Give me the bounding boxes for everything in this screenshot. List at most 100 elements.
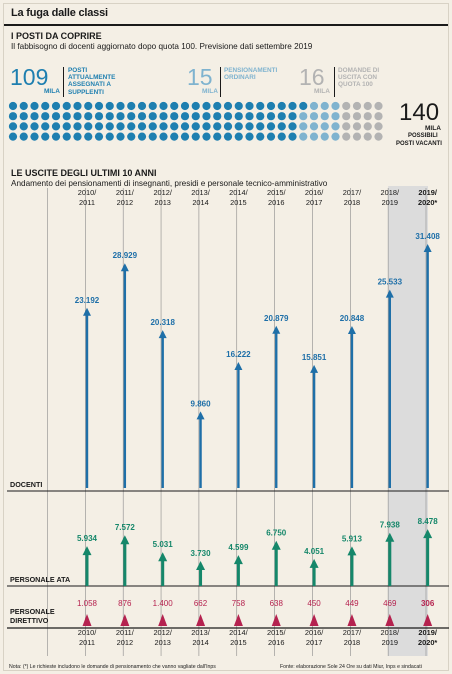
dot bbox=[170, 132, 179, 141]
dot bbox=[309, 101, 319, 111]
bar-head bbox=[347, 614, 357, 626]
bar-shaft bbox=[388, 541, 392, 586]
dot bbox=[374, 132, 383, 141]
dot bbox=[105, 101, 114, 111]
category-label: 2019/2020* bbox=[418, 628, 437, 647]
bar-shaft bbox=[275, 333, 278, 488]
dot bbox=[299, 112, 308, 121]
bar-value-label: 9.860 bbox=[191, 399, 212, 408]
dot bbox=[363, 112, 372, 121]
dot bbox=[288, 101, 297, 111]
category-label: 2014/2015 bbox=[229, 628, 248, 647]
bar-value-label: 23.192 bbox=[75, 296, 100, 305]
dot bbox=[363, 101, 372, 111]
dot bbox=[30, 132, 39, 141]
category-label: 2011/2012 bbox=[116, 188, 135, 207]
dot bbox=[277, 122, 286, 131]
bar-value-label: 20.879 bbox=[264, 314, 289, 323]
dot bbox=[8, 112, 18, 121]
dot bbox=[234, 122, 243, 131]
dot bbox=[234, 132, 243, 141]
dot bbox=[19, 101, 28, 111]
dot bbox=[256, 132, 265, 141]
bar-head bbox=[271, 540, 281, 550]
bar-shaft bbox=[123, 270, 127, 488]
dot bbox=[170, 112, 179, 121]
bar-value-label: 7.572 bbox=[115, 523, 136, 532]
dot bbox=[277, 101, 286, 111]
bar-value-label: 20.848 bbox=[340, 314, 365, 323]
dot bbox=[223, 101, 233, 111]
bar-head bbox=[385, 614, 395, 626]
dot bbox=[127, 122, 136, 131]
dot bbox=[180, 101, 190, 111]
value-ordinari: 15 bbox=[187, 64, 213, 90]
dot bbox=[363, 132, 372, 141]
bar-head bbox=[423, 614, 433, 626]
dot bbox=[73, 122, 82, 131]
dot bbox=[309, 122, 319, 131]
bar-head bbox=[423, 529, 433, 539]
bar-head bbox=[196, 411, 205, 420]
dot bbox=[299, 101, 308, 111]
dot bbox=[159, 101, 168, 111]
bar-shaft bbox=[161, 560, 165, 586]
dot bbox=[213, 112, 222, 121]
bar-value-label: 449 bbox=[345, 599, 359, 608]
category-label: 2013/2014 bbox=[191, 628, 210, 647]
dot bbox=[84, 122, 93, 131]
category-label: 2012/2013 bbox=[153, 628, 172, 647]
dot bbox=[202, 132, 211, 141]
footnote: Nota: (*) Le richieste includono le doma… bbox=[9, 664, 216, 670]
dot bbox=[352, 132, 362, 141]
category-label: 2015/2016 bbox=[267, 628, 286, 647]
dot bbox=[41, 101, 50, 111]
unit-total: MILA bbox=[425, 125, 441, 132]
dot bbox=[342, 122, 351, 131]
dot bbox=[170, 122, 179, 131]
bar-head bbox=[423, 243, 432, 252]
bar-value-label: 638 bbox=[270, 599, 284, 608]
bar-value-label: 4.051 bbox=[304, 547, 325, 556]
bar-shaft bbox=[312, 567, 316, 586]
dot bbox=[116, 101, 125, 111]
bar-shaft bbox=[123, 543, 127, 586]
dot bbox=[288, 112, 297, 121]
category-label: 2017/2018 bbox=[343, 188, 362, 207]
dot bbox=[256, 101, 265, 111]
dot bbox=[352, 101, 362, 111]
dot bbox=[342, 101, 351, 111]
dot bbox=[159, 112, 168, 121]
unit-ordinari: MILA bbox=[202, 88, 218, 95]
category-label: 2017/2018 bbox=[343, 628, 362, 647]
dot bbox=[320, 122, 329, 131]
bar-head bbox=[272, 325, 281, 334]
dot bbox=[320, 101, 329, 111]
series-label: PERSONALE ATA bbox=[10, 575, 70, 584]
dot bbox=[84, 101, 93, 111]
dot bbox=[41, 122, 50, 131]
bar-value-label: 5.913 bbox=[342, 534, 363, 543]
dot bbox=[331, 122, 340, 131]
dot bbox=[202, 101, 211, 111]
dot bbox=[19, 122, 28, 131]
dot bbox=[234, 112, 243, 121]
bar-head bbox=[120, 614, 130, 626]
label-quota100: DOMANDE DI USCITA CON QUOTA 100 bbox=[338, 67, 380, 89]
dot-grid bbox=[8, 101, 383, 141]
dot bbox=[223, 112, 233, 121]
dot bbox=[331, 112, 340, 121]
bar-shaft bbox=[426, 251, 429, 488]
category-label: 2016/2017 bbox=[305, 188, 324, 207]
bar-head bbox=[83, 307, 91, 316]
bar-head bbox=[196, 614, 206, 626]
dot bbox=[116, 132, 125, 141]
dot bbox=[30, 112, 39, 121]
bar-head bbox=[385, 532, 395, 542]
dot bbox=[234, 101, 243, 111]
category-label: 2016/2017 bbox=[305, 628, 324, 647]
bar-head bbox=[158, 552, 168, 562]
bar-value-label: 5.031 bbox=[153, 540, 174, 549]
bar-value-label: 306 bbox=[421, 599, 435, 608]
dot bbox=[352, 112, 362, 121]
